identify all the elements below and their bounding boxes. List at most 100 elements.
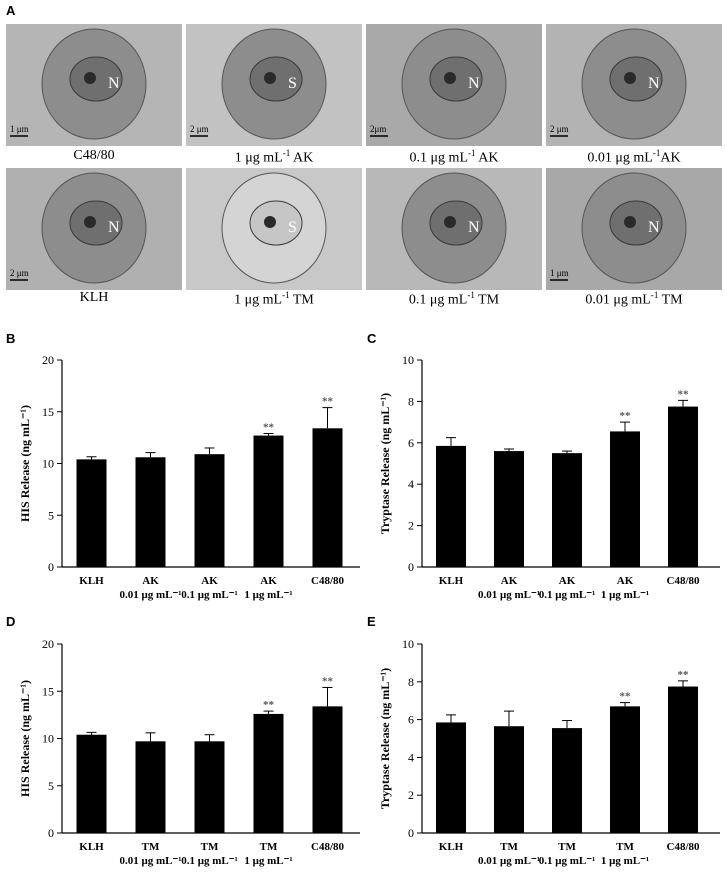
x-tick-label: TM <box>201 841 219 853</box>
bar <box>494 726 524 833</box>
cell-drawing: N 2μm <box>370 28 507 140</box>
x-tick-label-line2: 0.01 μg mL⁻¹ <box>119 855 181 867</box>
micrograph-1: N 1 μm <box>6 24 182 146</box>
micrograph-2: S 2 μm <box>186 24 362 146</box>
micrograph-caption: 0.1 μg mL-1 TM <box>408 290 500 308</box>
bar <box>668 686 698 833</box>
x-tick-label: TM <box>500 841 518 853</box>
significance-mark: ** <box>263 699 275 711</box>
structure-label: N <box>648 219 660 236</box>
scale-label: 2 μm <box>550 124 569 134</box>
micrograph-4: N 2 μm <box>546 24 722 146</box>
x-tick-label: AK <box>260 575 277 587</box>
y-axis-label: HIS Release (ng mL⁻¹) <box>18 405 32 522</box>
micrograph-caption: 0.01 μg mL-1AK <box>587 148 681 166</box>
significance-mark: ** <box>678 388 690 400</box>
y-tick-label: 20 <box>42 353 54 367</box>
y-tick-label: 5 <box>48 508 54 522</box>
y-tick-label: 6 <box>408 436 414 450</box>
panel-a-label: A <box>6 3 16 18</box>
scale-label: 2 μm <box>190 124 209 134</box>
y-tick-label: 10 <box>402 353 414 367</box>
cell-drawing: N 1 μm <box>550 172 687 284</box>
panel-d-label: D <box>6 614 16 629</box>
nucleus-shape <box>69 200 123 246</box>
bar <box>312 428 343 567</box>
panel-b-label: B <box>6 331 16 346</box>
x-tick-label-line2: 0.1 μg mL⁻¹ <box>539 855 596 867</box>
micrograph-6: S <box>186 168 362 290</box>
nucleolus-shape <box>444 216 456 228</box>
panel-c-label: C <box>367 331 377 346</box>
x-tick-label: AK <box>559 575 576 587</box>
bar <box>494 451 524 567</box>
x-tick-label: C48/80 <box>311 575 345 587</box>
x-tick-label-line2: 0.1 μg mL⁻¹ <box>539 589 596 601</box>
chart-his-release-ak: 0 5 10 15 20 HIS Release (ng mL⁻¹) KLH AK 0.01 μ… <box>18 353 360 601</box>
significance-mark: ** <box>620 410 632 422</box>
bar <box>76 734 107 833</box>
y-tick-label: 10 <box>402 637 414 651</box>
bar <box>668 406 698 567</box>
structure-label: N <box>108 75 120 92</box>
nucleolus-shape <box>264 216 276 228</box>
micrograph-3: N 2μm <box>366 24 542 146</box>
nucleus-shape <box>609 56 663 102</box>
cell-drawing: N 2 μm <box>10 172 147 284</box>
y-tick-label: 0 <box>408 560 414 574</box>
x-tick-label-line2: 1 μg mL⁻¹ <box>244 855 292 867</box>
bar <box>135 741 166 833</box>
micrograph-caption: 0.1 μg mL-1 AK <box>409 148 499 166</box>
x-tick-label-line2: 0.01 μg mL⁻¹ <box>119 589 181 601</box>
bar <box>253 435 284 567</box>
nucleus-shape <box>429 56 483 102</box>
chart-tryptase-release-tm: 0 2 4 6 8 10 Tryptase Release (ng mL⁻¹) KLH TM 0.… <box>378 637 720 867</box>
y-tick-label: 6 <box>408 713 414 727</box>
bar <box>135 457 166 567</box>
x-tick-label: AK <box>501 575 518 587</box>
y-axis-label: HIS Release (ng mL⁻¹) <box>18 680 32 797</box>
x-tick-label-line2: 0.1 μg mL⁻¹ <box>181 589 238 601</box>
scale-label: 1 μm <box>10 124 29 134</box>
bar <box>552 453 582 567</box>
significance-mark: ** <box>322 396 334 408</box>
cell-drawing: N 1 μm <box>10 28 147 140</box>
y-tick-label: 15 <box>42 684 54 698</box>
bar <box>312 706 343 833</box>
y-tick-label: 4 <box>408 477 414 491</box>
structure-label: N <box>468 75 480 92</box>
x-tick-label: KLH <box>439 841 464 853</box>
micrograph-5: N 2 μm <box>6 168 182 290</box>
y-axis-label: Tryptase Release (ng mL⁻¹) <box>378 393 392 534</box>
y-tick-label: 0 <box>48 560 54 574</box>
x-tick-label: AK <box>617 575 634 587</box>
nucleolus-shape <box>84 72 96 84</box>
x-tick-label-line2: 0.1 μg mL⁻¹ <box>181 855 238 867</box>
bar <box>610 706 640 833</box>
bar <box>76 459 107 567</box>
chart-his-release-tm: 0 5 10 15 20 HIS Release (ng mL⁻¹) KLH TM 0.01 μ… <box>18 637 360 867</box>
x-tick-label: KLH <box>439 575 464 587</box>
micrograph-caption: 1 μg mL-1 TM <box>234 290 314 308</box>
micrograph-caption: 0.01 μg mL-1 TM <box>585 290 683 308</box>
x-tick-label: TM <box>142 841 160 853</box>
bar <box>194 741 225 833</box>
micrograph-caption: 1 μg mL-1 AK <box>234 148 314 166</box>
x-tick-label: TM <box>616 841 634 853</box>
bar <box>436 722 466 833</box>
nucleus-shape <box>249 200 303 246</box>
bar <box>194 454 225 567</box>
scale-label: 2μm <box>370 124 386 134</box>
x-tick-label: TM <box>260 841 278 853</box>
significance-mark: ** <box>322 675 334 687</box>
micrograph-8: N 1 μm <box>546 168 722 290</box>
significance-mark: ** <box>678 669 690 681</box>
structure-label: S <box>288 219 297 236</box>
x-tick-label: KLH <box>79 575 104 587</box>
x-tick-label: C48/80 <box>667 575 701 587</box>
x-tick-label-line2: 1 μg mL⁻¹ <box>601 855 649 867</box>
nucleolus-shape <box>84 216 96 228</box>
x-tick-label: AK <box>142 575 159 587</box>
y-tick-label: 0 <box>48 826 54 840</box>
micrograph-caption: C48/80 <box>73 148 115 163</box>
